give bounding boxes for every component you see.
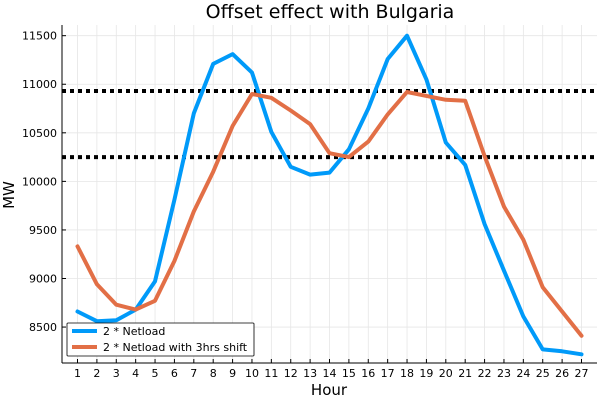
legend: 2 * Netload 2 * Netload with 3hrs shift xyxy=(66,322,255,357)
y-tick-label: 11000 xyxy=(22,78,57,91)
x-tick-label: 11 xyxy=(264,367,278,380)
series-layer xyxy=(75,33,584,357)
x-tick-label: 10 xyxy=(245,367,259,380)
x-tick-label: 4 xyxy=(132,367,139,380)
x-tick-label: 16 xyxy=(361,367,375,380)
x-tick-label: 20 xyxy=(439,367,453,380)
x-tick-label: 24 xyxy=(516,367,530,380)
y-axis-label: MW xyxy=(0,181,18,209)
x-tick-label: 19 xyxy=(419,367,433,380)
legend-label-2: 2 * Netload with 3hrs shift xyxy=(103,341,248,354)
y-tick-label: 11500 xyxy=(22,30,57,43)
x-tick-label: 6 xyxy=(171,367,178,380)
x-tick-label: 15 xyxy=(342,367,356,380)
reference-lines xyxy=(62,89,597,160)
y-tick-label: 9500 xyxy=(29,224,57,237)
y-tick-label: 9000 xyxy=(29,273,57,286)
legend-label-1: 2 * Netload xyxy=(103,325,165,338)
y-tick-label: 10000 xyxy=(22,175,57,188)
legend-box xyxy=(66,322,255,357)
x-tick-label: 1 xyxy=(74,367,81,380)
x-tick-label: 18 xyxy=(400,367,414,380)
x-tick-label: 7 xyxy=(190,367,197,380)
series-line-1 xyxy=(75,33,584,357)
x-tick-label: 25 xyxy=(536,367,550,380)
x-tick-label: 2 xyxy=(93,367,100,380)
x-tick-label: 27 xyxy=(574,367,588,380)
x-tick-label: 5 xyxy=(152,367,159,380)
x-axis-label: Hour xyxy=(311,381,348,399)
x-tick-label: 17 xyxy=(381,367,395,380)
x-tick-label: 14 xyxy=(323,367,337,380)
x-tick-label: 3 xyxy=(113,367,120,380)
x-tick-label: 26 xyxy=(555,367,569,380)
grid-layer xyxy=(62,25,597,363)
x-tick-label: 23 xyxy=(497,367,511,380)
x-tick-label: 9 xyxy=(229,367,236,380)
y-tick-label: 8500 xyxy=(29,321,57,334)
x-tick-label: 8 xyxy=(210,367,217,380)
chart-title: Offset effect with Bulgaria xyxy=(206,1,455,23)
y-tick-label: 10500 xyxy=(22,127,57,140)
series-line-2 xyxy=(75,90,584,338)
x-tick-label: 21 xyxy=(458,367,472,380)
x-tick-label: 13 xyxy=(303,367,317,380)
x-tick-label: 12 xyxy=(284,367,298,380)
ticks-layer: 1 2 3 4 5 6 7 8 9 10 11 12 13 14 15 16 17 18 19 20 21 22 23 24 2… xyxy=(22,30,588,380)
x-tick-label: 22 xyxy=(478,367,492,380)
